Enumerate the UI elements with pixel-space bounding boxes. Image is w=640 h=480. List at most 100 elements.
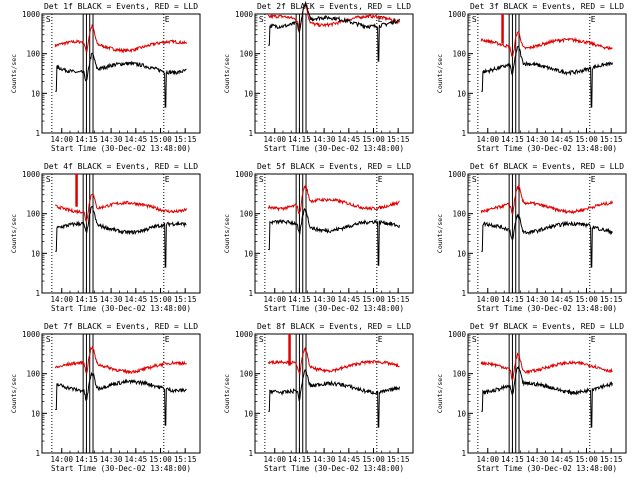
x-tick-label: 14:15: [501, 455, 524, 464]
y-tick-label: 1000: [22, 330, 41, 339]
chart-panel-1: Det 1f BLACK = Events, RED = LLD 1 10 100 10…: [10, 2, 201, 153]
lld-series-line: [54, 23, 187, 54]
y-tick-label: 1000: [448, 330, 467, 339]
x-tick-label: 14:45: [125, 295, 148, 304]
end-marker: E: [378, 15, 383, 24]
y-tick-label: 1: [35, 289, 40, 298]
y-axis-label: Counts/sec: [436, 374, 444, 413]
x-tick-label: 15:00: [362, 135, 385, 144]
y-tick-label: 10: [244, 89, 254, 98]
y-tick-label: 10: [457, 89, 467, 98]
y-tick-label: 10: [31, 249, 41, 258]
y-tick-label: 10: [244, 249, 254, 258]
x-tick-label: 14:00: [263, 295, 286, 304]
start-marker: S: [472, 175, 477, 184]
x-tick-label: 15:00: [362, 455, 385, 464]
y-tick-label: 1: [248, 289, 253, 298]
chart-title: Det 4f BLACK = Events, RED = LLD: [44, 162, 198, 171]
events-series-line: [481, 365, 613, 428]
y-tick-label: 100: [239, 210, 253, 219]
x-axis-label: Start Time (30-Dec-02 13:48:00): [51, 304, 191, 313]
x-tick-label: 14:45: [338, 295, 361, 304]
x-tick-label: 15:00: [575, 455, 598, 464]
chart-title: Det 2f BLACK = Events, RED = LLD: [257, 2, 411, 11]
x-tick-label: 14:15: [501, 135, 524, 144]
x-tick-label: 14:15: [75, 295, 98, 304]
lld-series-line: [54, 345, 187, 375]
events-series-line: [55, 205, 187, 268]
x-tick-label: 15:00: [149, 135, 172, 144]
x-tick-label: 14:45: [551, 295, 574, 304]
x-axis-label: Start Time (30-Dec-02 13:48:00): [477, 464, 617, 473]
x-axis-label: Start Time (30-Dec-02 13:48:00): [264, 304, 404, 313]
x-tick-label: 15:00: [149, 295, 172, 304]
lld-series-line: [480, 352, 613, 382]
chart-panel-8: Det 8f BLACK = Events, RED = LLD 1 10 100 10…: [223, 322, 414, 473]
x-tick-label: 15:15: [174, 455, 197, 464]
lld-series-line: [267, 347, 400, 376]
x-tick-label: 14:00: [263, 135, 286, 144]
y-tick-label: 1: [35, 129, 40, 138]
x-axis-label: Start Time (30-Dec-02 13:48:00): [477, 144, 617, 153]
plot-frame: [467, 13, 627, 134]
y-tick-label: 10: [457, 249, 467, 258]
plot-frame: [41, 13, 201, 134]
end-marker: E: [591, 335, 596, 344]
y-tick-label: 100: [26, 50, 40, 59]
end-marker: E: [165, 175, 170, 184]
y-tick-label: 1000: [448, 170, 467, 179]
end-marker: E: [378, 335, 383, 344]
y-tick-label: 10: [31, 89, 41, 98]
x-tick-label: 14:30: [100, 135, 123, 144]
lld-series-line: [480, 30, 613, 58]
x-tick-label: 15:15: [600, 135, 623, 144]
x-axis-label: Start Time (30-Dec-02 13:48:00): [51, 144, 191, 153]
y-tick-label: 1000: [235, 330, 254, 339]
x-axis-label: Start Time (30-Dec-02 13:48:00): [264, 144, 404, 153]
x-tick-label: 15:00: [149, 455, 172, 464]
y-tick-label: 1: [35, 449, 40, 458]
y-axis-label: Counts/sec: [436, 54, 444, 93]
end-marker: E: [165, 335, 170, 344]
plot-frame: [41, 173, 201, 294]
y-tick-label: 100: [452, 50, 466, 59]
x-tick-label: 15:15: [174, 135, 197, 144]
end-marker: E: [591, 175, 596, 184]
x-tick-label: 15:15: [387, 295, 410, 304]
chart-title: Det 1f BLACK = Events, RED = LLD: [44, 2, 198, 11]
x-tick-label: 14:45: [125, 455, 148, 464]
start-marker: S: [472, 15, 477, 24]
end-marker: E: [165, 15, 170, 24]
x-tick-label: 14:15: [75, 455, 98, 464]
y-tick-label: 1000: [22, 10, 41, 19]
y-tick-label: 100: [452, 370, 466, 379]
y-axis-label: Counts/sec: [436, 214, 444, 253]
y-axis-label: Counts/sec: [223, 374, 231, 413]
x-tick-label: 15:15: [174, 295, 197, 304]
x-tick-label: 14:15: [75, 135, 98, 144]
chart-title: Det 8f BLACK = Events, RED = LLD: [257, 322, 411, 331]
x-tick-label: 14:45: [551, 135, 574, 144]
x-tick-label: 14:30: [313, 295, 336, 304]
lld-series-line: [267, 4, 400, 32]
start-marker: S: [259, 335, 264, 344]
x-tick-label: 14:45: [338, 135, 361, 144]
y-tick-label: 100: [26, 370, 40, 379]
y-tick-label: 1000: [22, 170, 41, 179]
x-tick-label: 14:15: [288, 455, 311, 464]
x-tick-label: 14:30: [100, 295, 123, 304]
chart-panel-7: Det 7f BLACK = Events, RED = LLD 1 10 100 10…: [10, 322, 201, 473]
x-tick-label: 14:30: [100, 455, 123, 464]
x-tick-label: 14:30: [313, 455, 336, 464]
events-series-line: [481, 45, 613, 108]
y-tick-label: 1: [461, 289, 466, 298]
y-tick-label: 10: [457, 409, 467, 418]
plot-frame: [254, 173, 414, 294]
events-series-line: [268, 0, 400, 62]
x-tick-label: 15:00: [575, 295, 598, 304]
start-marker: S: [472, 335, 477, 344]
y-axis-label: Counts/sec: [10, 54, 18, 93]
y-tick-label: 1000: [448, 10, 467, 19]
x-tick-label: 14:15: [288, 135, 311, 144]
